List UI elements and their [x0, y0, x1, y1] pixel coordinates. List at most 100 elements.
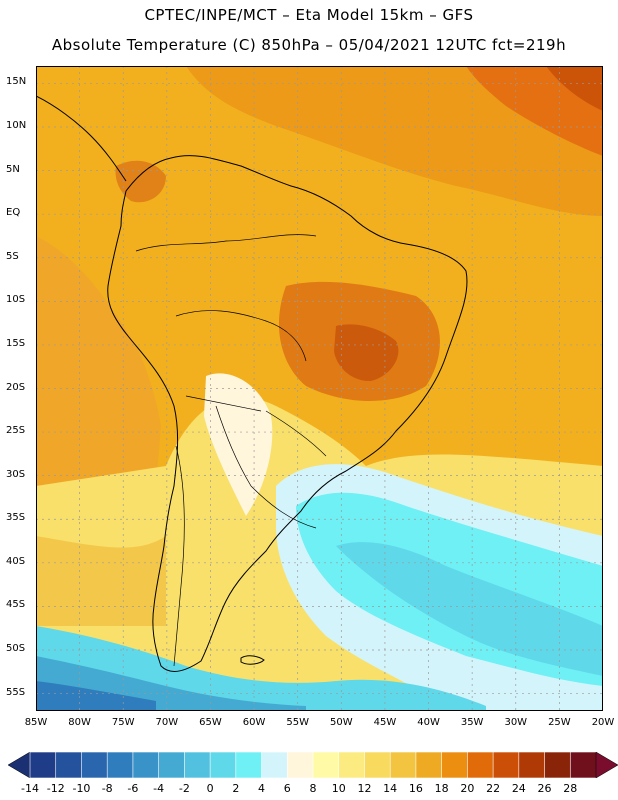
- latitude-label: 20S: [6, 381, 26, 393]
- temperature-map: [36, 66, 603, 711]
- longitude-label: 85W: [24, 717, 48, 728]
- colorbar-segment: [441, 752, 468, 778]
- latitude-label: 50S: [6, 642, 26, 654]
- colorbar-segment: [286, 752, 314, 778]
- latitude-label: 55S: [6, 686, 26, 698]
- colorbar-tick-label: -8: [101, 782, 113, 795]
- title-line-2: Absolute Temperature (C) 850hPa – 05/04/…: [51, 36, 567, 54]
- colorbar-segment: [518, 752, 546, 778]
- latitude-label: 5N: [6, 163, 20, 175]
- longitude-label: 20W: [591, 717, 615, 728]
- colorbar-tick-label: -12: [46, 782, 65, 795]
- south-america-coast: [107, 155, 468, 672]
- latitude-label: 45S: [6, 599, 26, 611]
- latitude-label: 30S: [6, 468, 26, 480]
- colorbar-segment: [29, 752, 57, 778]
- colorbar: [8, 752, 618, 778]
- colorbar-tick-label: 12: [357, 782, 372, 795]
- longitude-label: 35W: [460, 717, 484, 728]
- field-chaco-cool: [204, 373, 273, 516]
- colorbar-tick-label: 28: [563, 782, 578, 795]
- map-frame: [36, 66, 603, 711]
- field-sw-pacific: [36, 536, 166, 626]
- country-borders: [135, 234, 327, 667]
- colorbar-tick-label: 22: [486, 782, 501, 795]
- colorbar-segment: [81, 752, 108, 778]
- colorbar-tick-label: 2: [232, 782, 240, 795]
- longitude-label: 55W: [286, 717, 309, 728]
- latitude-label: EQ: [6, 207, 21, 219]
- latitude-label: 15S: [6, 337, 26, 349]
- border-1: [135, 234, 317, 252]
- field-colombia-hot: [115, 160, 166, 203]
- colorbar-under-arrow: [8, 752, 31, 778]
- colorbar-segment: [55, 752, 83, 778]
- field-cold-deep: [336, 542, 603, 676]
- colorbar-segment: [544, 752, 571, 778]
- colorbar-tick-label: -4: [153, 782, 165, 795]
- coastlines: [36, 95, 468, 672]
- longitude-label: 70W: [155, 717, 179, 728]
- colorbar-segment: [312, 752, 340, 778]
- latitude-label: 10S: [6, 294, 26, 306]
- map-panel: [36, 66, 603, 711]
- border-4: [215, 405, 317, 529]
- colorbar-segment: [261, 752, 288, 778]
- colorbar-tick-label: 14: [383, 782, 398, 795]
- colorbar-tick-label: 26: [537, 782, 552, 795]
- falkland-islands: [240, 655, 265, 665]
- colorbar-tick-label: -14: [21, 782, 39, 795]
- longitude-label: 45W: [373, 717, 397, 728]
- longitude-label: 65W: [199, 717, 222, 728]
- colorbar-over-arrow: [595, 752, 618, 778]
- colorbar-segment: [184, 752, 211, 778]
- longitude-label: 30W: [504, 717, 528, 728]
- field-central-brazil-core: [334, 324, 399, 382]
- latitude-label: 25S: [6, 425, 26, 437]
- colorbar-segment: [132, 752, 160, 778]
- colorbar-tick-label: 8: [309, 782, 317, 795]
- colorbar-segment: [389, 752, 417, 778]
- longitude-label: 40W: [417, 717, 440, 728]
- border-2: [175, 310, 307, 362]
- colorbar-segment: [467, 752, 494, 778]
- field-pacific: [36, 236, 161, 486]
- field-southern-colder: [36, 681, 156, 711]
- latitude-label: 35S: [6, 512, 26, 524]
- border-6: [173, 445, 185, 667]
- border-5: [265, 410, 327, 457]
- field-ne-hot: [546, 66, 603, 111]
- colorbar-tick-label: 0: [206, 782, 214, 795]
- colorbar-tick-label: 18: [434, 782, 449, 795]
- longitude-label: 50W: [329, 717, 353, 728]
- colorbar-tick-label: 10: [331, 782, 346, 795]
- colorbar-segment: [415, 752, 443, 778]
- longitude-label: 60W: [242, 717, 266, 728]
- colorbar-segment: [158, 752, 185, 778]
- colorbar-tick-label: -10: [72, 782, 91, 795]
- longitude-label: 25W: [548, 717, 571, 728]
- colorbar-tick-label: -2: [178, 782, 190, 795]
- colorbar-tick-label: 4: [258, 782, 266, 795]
- field-north-atlantic: [186, 66, 603, 216]
- colorbar-segment: [569, 752, 597, 778]
- colorbar-segment: [106, 752, 134, 778]
- colorbar-tick-label: 24: [511, 782, 526, 795]
- colorbar-tick-label: -6: [127, 782, 139, 795]
- colorbar-segment: [235, 752, 263, 778]
- title-line-1: CPTEC/INPE/MCT – Eta Model 15km – GFS: [144, 6, 474, 24]
- colorbar-tick-label: 16: [408, 782, 423, 795]
- colorbar-segment: [364, 752, 391, 778]
- latitude-label: 40S: [6, 555, 26, 567]
- latitude-label: 5S: [6, 250, 19, 262]
- longitude-label: 75W: [111, 717, 135, 728]
- graticule: [36, 66, 603, 711]
- colorbar-segment: [492, 752, 520, 778]
- colorbar-tick-label: 20: [460, 782, 475, 795]
- colorbar-tick-label: 6: [283, 782, 291, 795]
- colorbar-segment: [338, 752, 366, 778]
- latitude-label: 10N: [6, 120, 27, 131]
- latitude-label: 15N: [6, 76, 27, 88]
- longitude-label: 80W: [68, 717, 91, 728]
- border-3: [185, 395, 262, 412]
